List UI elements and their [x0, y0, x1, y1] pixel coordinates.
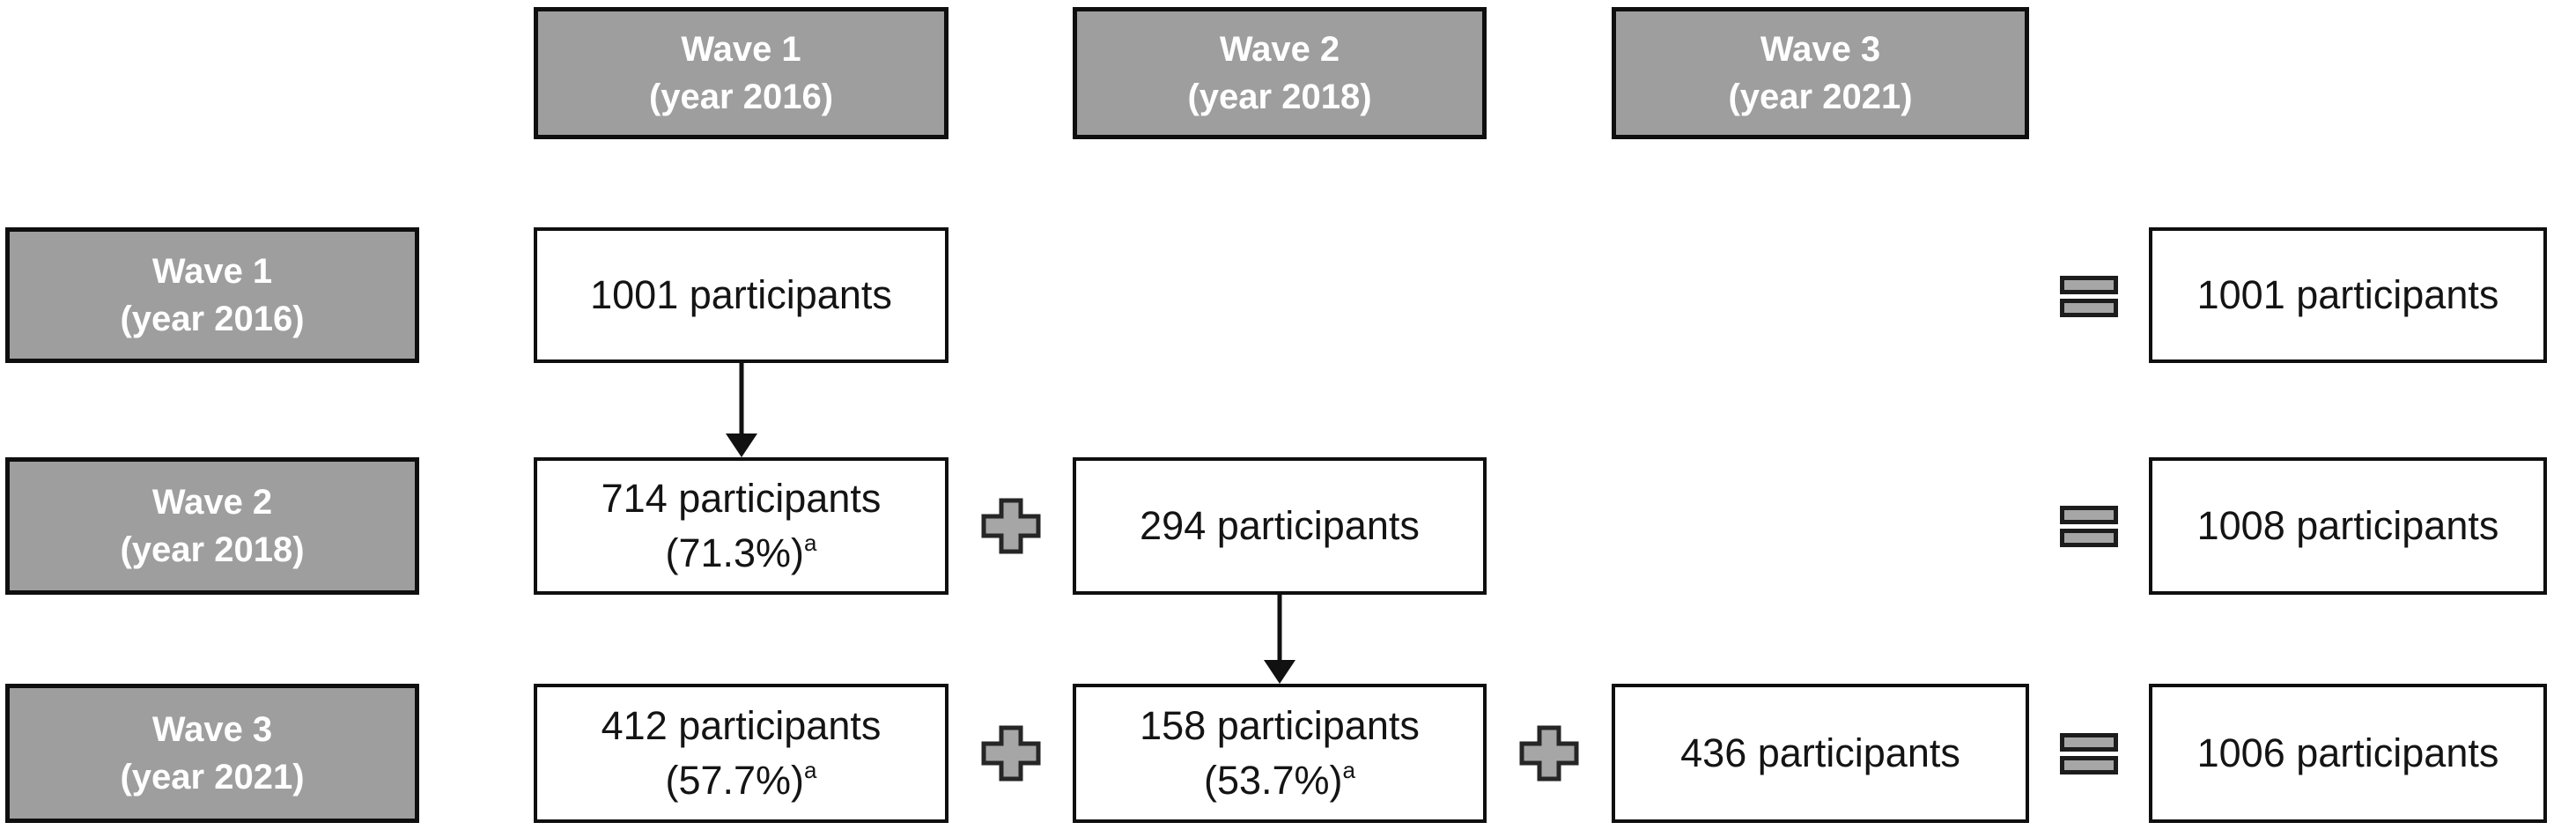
- column-header-year: (year 2021): [1728, 78, 1913, 116]
- total-box-wave-3: 1006 participants: [2149, 684, 2547, 823]
- participant-count: 294 participants: [1140, 503, 1420, 548]
- row-header-title: Wave 1: [151, 252, 273, 291]
- arrow-down-icon: [724, 363, 759, 457]
- plus-icon: [981, 725, 1041, 782]
- participant-count: 158 participants: [1140, 703, 1420, 748]
- row-header-title: Wave 2: [151, 483, 273, 522]
- footnote-marker: a: [804, 757, 817, 783]
- footnote-marker: a: [1342, 757, 1356, 783]
- column-header-wave-3: Wave 3 (year 2021): [1612, 7, 2029, 139]
- footnote-marker: a: [804, 530, 817, 556]
- row-header-wave-1: Wave 1 (year 2016): [5, 227, 419, 363]
- row-header-year: (year 2016): [120, 300, 305, 338]
- row-header-wave-3: Wave 3 (year 2021): [5, 684, 419, 823]
- plus-icon: [981, 498, 1041, 554]
- plus-icon: [1519, 725, 1579, 782]
- participant-total: 1008 participants: [2196, 503, 2499, 548]
- participant-count: 714 participants: [601, 476, 882, 521]
- column-header-year: (year 2018): [1187, 78, 1372, 116]
- arrow-shaft: [1277, 595, 1282, 664]
- cell-wave3-retained-from-wave2: 158 participants (53.7%)a: [1073, 684, 1487, 823]
- retention-percent: (71.3%)a: [665, 530, 817, 575]
- cell-wave2-new: 294 participants: [1073, 457, 1487, 595]
- participant-total: 1006 participants: [2196, 730, 2499, 775]
- arrow-head: [726, 434, 757, 457]
- column-header-title: Wave 3: [1760, 30, 1881, 69]
- participant-count: 1001 participants: [590, 272, 892, 317]
- column-header-wave-2: Wave 2 (year 2018): [1073, 7, 1487, 139]
- row-header-year: (year 2018): [120, 530, 305, 569]
- equals-icon: [2060, 733, 2118, 774]
- retention-percent: (53.7%)a: [1203, 757, 1356, 803]
- cell-wave3-retained-from-wave1: 412 participants (57.7%)a: [534, 684, 948, 823]
- cell-wave1-baseline: 1001 participants: [534, 227, 948, 363]
- participant-total: 1001 participants: [2196, 272, 2499, 317]
- column-header-wave-1: Wave 1 (year 2016): [534, 7, 948, 139]
- arrow-down-icon: [1262, 595, 1297, 684]
- participant-count: 436 participants: [1680, 730, 1960, 775]
- arrow-head: [1264, 660, 1295, 684]
- row-header-wave-2: Wave 2 (year 2018): [5, 457, 419, 595]
- column-header-year: (year 2016): [648, 78, 834, 116]
- retention-percent: (57.7%)a: [665, 757, 817, 803]
- total-box-wave-2: 1008 participants: [2149, 457, 2547, 595]
- row-header-title: Wave 3: [151, 710, 273, 749]
- participant-count: 412 participants: [601, 703, 882, 748]
- column-header-title: Wave 1: [681, 30, 801, 69]
- column-header-title: Wave 2: [1219, 30, 1340, 69]
- row-header-year: (year 2021): [120, 758, 305, 797]
- equals-icon: [2060, 506, 2118, 547]
- total-box-wave-1: 1001 participants: [2149, 227, 2547, 363]
- cell-wave3-new: 436 participants: [1612, 684, 2029, 823]
- equals-icon: [2060, 276, 2118, 317]
- cell-wave2-retained-from-wave1: 714 participants (71.3%)a: [534, 457, 948, 595]
- arrow-shaft: [739, 363, 744, 438]
